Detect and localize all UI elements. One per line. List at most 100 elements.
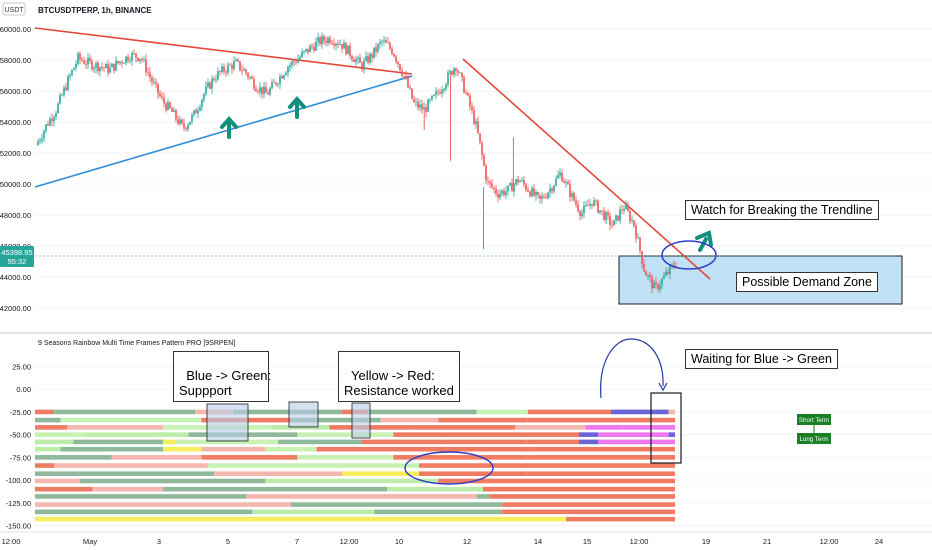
candle [603,207,605,222]
candle [177,115,179,126]
candle [205,81,207,97]
term-labels: Short Term Long Term [797,414,831,444]
demand-zone-annotation: Possible Demand Zone [736,272,878,293]
ribbon-segment [111,455,202,460]
waiting-annotation: Waiting for Blue -> Green [685,349,838,370]
candle [199,104,201,112]
ribbon-segment [444,439,528,445]
candle [145,54,147,76]
candle [339,39,341,46]
candle [651,274,653,294]
candle [647,273,649,281]
indicator-axis-ticks: 25.00 0.00 -25.00 -50.00 -75.00 -100.00 -125.0… [6,363,31,531]
candle [119,61,121,65]
ribbon-segment [419,471,528,477]
candle [377,43,379,54]
candle [307,48,309,55]
ribbon-row [35,463,675,468]
candle [331,40,333,46]
candle [127,54,129,64]
candle [631,215,633,224]
candle [529,190,531,198]
candle [581,208,583,219]
candle [215,74,217,84]
candle [555,175,557,187]
candle [315,37,317,51]
breakout-arrow-icon [695,230,713,252]
candle [665,267,667,277]
candle [255,85,257,92]
candle [141,56,143,63]
ribbon-segment [35,463,55,468]
candle [343,39,345,49]
ribbon-segment [35,417,61,423]
time-tick-label: 24 [875,537,883,546]
candle [491,178,493,190]
candle [383,35,385,46]
ribbon-segment [515,432,579,437]
candle [97,60,99,75]
candle [149,67,151,83]
candle [411,88,413,100]
short-term-label: Short Term [799,417,829,424]
candle [305,48,307,54]
time-tick-label: 5 [226,537,230,546]
current-price-tag-bg [0,246,34,267]
candle [627,201,629,213]
candle [341,43,343,53]
candle [301,48,303,59]
candle [619,205,621,225]
candle [465,89,467,96]
candle [499,189,501,200]
candle [263,82,265,99]
candle [607,209,609,221]
candle [135,53,137,63]
candle [533,184,535,197]
candle [497,189,499,203]
candle [381,39,383,47]
candle [419,99,421,112]
candle [113,63,115,74]
candle [283,74,285,81]
candle [371,52,373,63]
yellow-ellipse [404,451,494,485]
candle [649,271,651,283]
currency-badge[interactable]: USDT [2,2,26,16]
time-tick-label: 12:00 [2,537,21,546]
price-tick-label: 48000.00 [0,211,31,220]
ribbon-row [35,516,675,522]
ribbon-segment [214,471,343,477]
candle [571,190,573,202]
candle [347,45,349,55]
candle [271,79,273,90]
candle [243,66,245,71]
ribbon-segment [438,478,675,484]
candle [443,87,445,94]
candle [453,67,455,78]
ribbon-row [35,471,675,477]
candle [247,71,249,81]
candle [613,220,615,226]
candle [519,179,521,183]
ribbon-segment [35,494,247,499]
candle [171,106,173,113]
indicator-tick-label: -25.00 [10,408,31,417]
ribbon-segment [92,486,163,492]
ribbon-row [35,486,675,492]
time-axis[interactable]: 12:00 May 3 5 7 12:00 10 12 14 15 12:00 19 21 12:00 24 [0,531,932,550]
time-tick-label: 21 [763,537,771,546]
breakout-ellipse [661,240,717,270]
candle [575,195,577,208]
candle [53,114,55,127]
candle [245,68,247,76]
price-tick-label: 50000.00 [0,180,31,189]
indicator-tick-label: -50.00 [10,431,31,440]
candle [241,64,243,76]
candle [253,76,255,92]
ribbon-segment [35,446,61,452]
candle [189,121,191,126]
candle [319,35,321,47]
candle [115,56,117,72]
waiting-annotation-text: Waiting for Blue -> Green [691,352,832,366]
ribbon-segment [515,425,586,430]
